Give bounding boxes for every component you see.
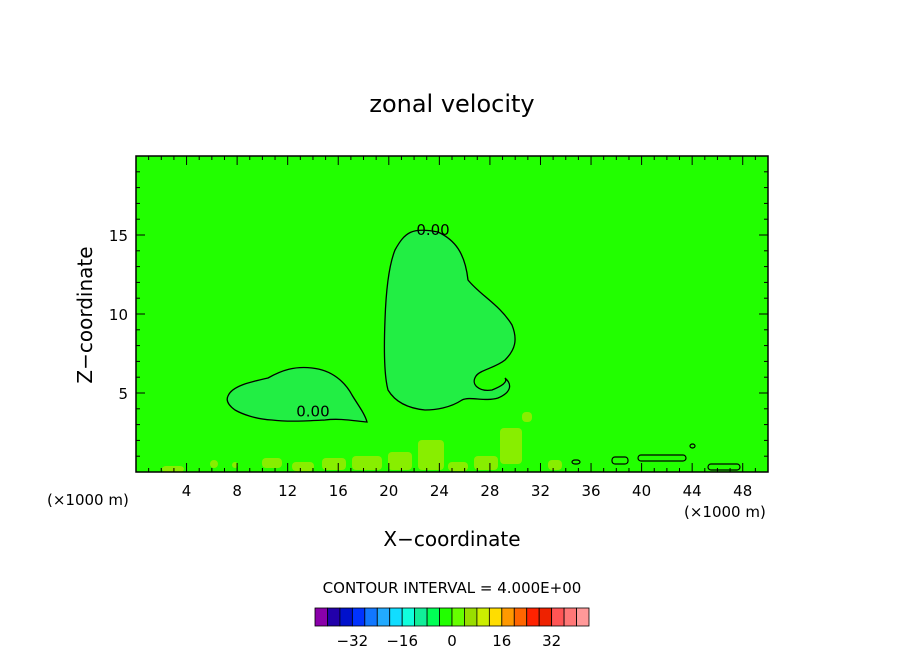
y-tick-label: 15: [109, 227, 128, 245]
colorbar-swatch: [551, 607, 565, 627]
x-unit-label-left: (×1000 m): [47, 491, 129, 509]
colorbar-swatch: [464, 607, 478, 627]
colorbar-swatch: [351, 607, 366, 627]
surface-patch: [352, 456, 382, 470]
x-tick-label: 12: [278, 482, 297, 500]
colorbar-tick-label: 0: [447, 632, 457, 650]
colorbar-swatch: [538, 607, 553, 627]
colorbar-swatch: [339, 607, 353, 627]
surface-patch: [262, 458, 282, 468]
x-axis-title: X−coordinate: [383, 527, 520, 551]
colorbar-swatch: [414, 607, 428, 627]
x-tick-label: 28: [480, 482, 499, 500]
colorbar-swatch: [314, 607, 328, 627]
colorbar-swatch: [426, 607, 440, 627]
colorbar-swatch: [576, 607, 590, 627]
colorbar-tick-label: −16: [386, 632, 418, 650]
colorbar-swatch: [513, 607, 528, 627]
colorbar-swatch: [501, 607, 515, 627]
surface-patch: [548, 460, 562, 470]
surface-patch: [232, 462, 238, 468]
surface-patch: [522, 412, 532, 422]
colorbar-swatch: [563, 607, 577, 627]
y-tick-label: 10: [109, 306, 128, 324]
x-tick-label: 36: [581, 482, 600, 500]
surface-contour: [571, 459, 581, 465]
colorbar-swatch: [488, 607, 503, 627]
plot-area: 0.00 0.00: [135, 155, 769, 473]
y-axis-title: Z−coordinate: [73, 246, 97, 383]
x-tick-label: 48: [733, 482, 752, 500]
x-tick-label: 20: [379, 482, 398, 500]
x-unit-label-right: (×1000 m): [684, 503, 766, 521]
surface-contour: [689, 443, 696, 449]
x-tick-label: 16: [329, 482, 348, 500]
colorbar: −32 −16 0 16 32: [314, 607, 590, 650]
x-tick-label: 40: [632, 482, 651, 500]
contour-label: 0.00: [416, 221, 449, 239]
x-tick-label: 32: [531, 482, 550, 500]
contour-region-upper: [383, 229, 516, 411]
x-tick-label: 4: [182, 482, 192, 500]
surface-patch: [292, 462, 314, 471]
surface-patch: [448, 462, 468, 471]
surface-patch: [322, 458, 346, 470]
contour-label: 0.00: [296, 403, 329, 421]
colorbar-swatch: [439, 607, 453, 627]
surface-patch: [474, 456, 498, 470]
colorbar-swatch: [364, 607, 378, 627]
colorbar-swatch: [376, 607, 391, 627]
colorbar-tick-label: 16: [492, 632, 511, 650]
contour-interval-label: CONTOUR INTERVAL = 4.000E+00: [323, 579, 582, 597]
surface-patch: [162, 466, 184, 472]
surface-contour: [611, 456, 629, 465]
chart-title: zonal velocity: [369, 90, 534, 118]
colorbar-swatch: [476, 607, 490, 627]
colorbar-tick-label: −32: [337, 632, 369, 650]
x-tick-label: 8: [232, 482, 242, 500]
colorbar-swatch: [389, 607, 403, 627]
surface-patch: [210, 460, 218, 468]
colorbar-swatch: [526, 607, 540, 627]
surface-patch: [418, 440, 444, 470]
colorbar-swatch: [401, 607, 416, 627]
colorbar-swatch: [327, 607, 341, 627]
y-tick-label: 5: [118, 385, 128, 403]
x-tick-label: 24: [430, 482, 449, 500]
surface-patch: [500, 428, 522, 464]
surface-patch: [388, 452, 412, 470]
colorbar-swatch: [451, 607, 465, 627]
x-tick-label: 44: [683, 482, 702, 500]
contour-region-lower: [226, 366, 368, 423]
colorbar-tick-label: 32: [542, 632, 561, 650]
surface-contour: [707, 463, 741, 471]
surface-contour: [637, 454, 687, 462]
